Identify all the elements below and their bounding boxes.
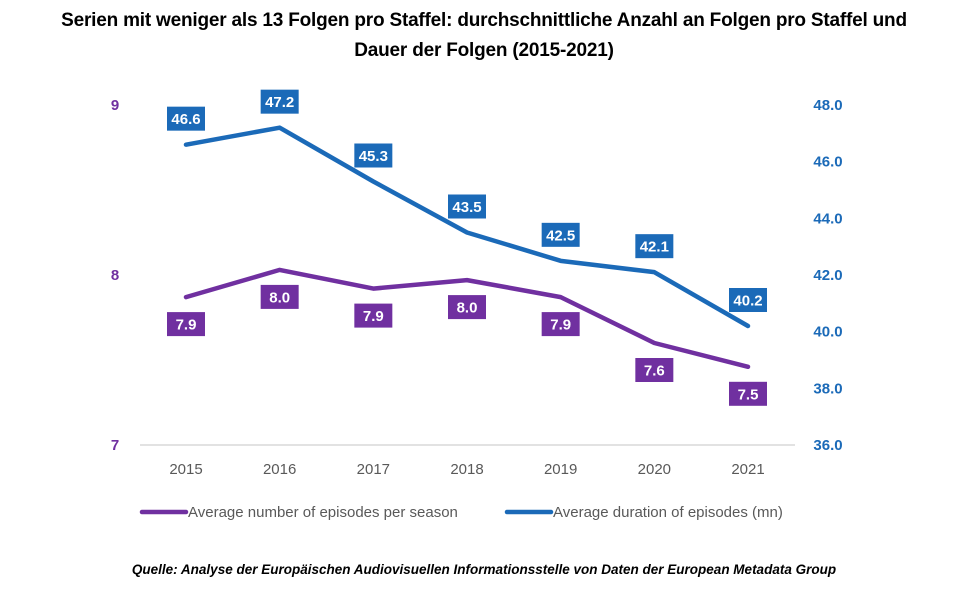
- series-line-episodes: [183, 267, 751, 370]
- data-label-box: [260, 89, 299, 114]
- data-label: 42.5: [541, 222, 580, 247]
- data-label-box: [448, 194, 486, 219]
- y-right-tick-label: 48.0: [813, 97, 842, 114]
- data-label: 7.6: [635, 358, 674, 382]
- x-tick-label: 2021: [731, 461, 764, 478]
- data-label-text: 7.6: [644, 363, 665, 380]
- chart-title-line-2: Dauer der Folgen (2015-2021): [354, 40, 614, 61]
- data-label-text: 43.5: [452, 199, 481, 216]
- y-right-tick-label: 44.0: [813, 210, 842, 227]
- data-label-text: 7.5: [738, 386, 759, 403]
- data-label: 42.1: [635, 234, 674, 259]
- y-left-tick-label: 9: [111, 97, 119, 114]
- data-label-box: [354, 143, 393, 168]
- data-label: 7.9: [354, 303, 393, 328]
- data-label: 7.9: [541, 312, 580, 337]
- data-label-box: [167, 106, 205, 131]
- data-label-box: [167, 312, 205, 337]
- data-label-text: 42.5: [546, 227, 575, 244]
- x-tick-label: 2015: [169, 461, 202, 478]
- data-label-text: 40.2: [733, 293, 762, 310]
- data-label-box: [260, 284, 299, 309]
- y-right-tick-label: 38.0: [813, 380, 842, 397]
- series-line-duration: [183, 125, 751, 329]
- x-tick-label: 2017: [357, 461, 390, 478]
- y-left-tick-label: 8: [111, 267, 119, 284]
- y-right-tick-label: 42.0: [813, 267, 842, 284]
- data-label-box: [635, 358, 674, 382]
- x-tick-label: 2018: [450, 461, 483, 478]
- data-label-text: 42.1: [640, 239, 669, 256]
- data-label: 40.2: [729, 288, 767, 312]
- x-tick-label: 2020: [638, 461, 671, 478]
- data-label: 8.0: [260, 284, 299, 309]
- data-label: 47.2: [260, 89, 299, 114]
- data-label-box: [541, 222, 580, 247]
- data-label-text: 8.0: [457, 300, 478, 317]
- data-label: 7.5: [729, 381, 767, 406]
- data-label: 7.9: [167, 312, 205, 337]
- data-label-text: 45.3: [359, 148, 388, 165]
- data-label-box: [729, 288, 767, 312]
- legend-label: Average number of episodes per season: [188, 504, 458, 521]
- y-right-tick-label: 40.0: [813, 324, 842, 341]
- legend-label: Average duration of episodes (mn): [553, 504, 783, 521]
- data-label-box: [448, 295, 486, 320]
- data-label-text: 8.0: [269, 289, 290, 306]
- data-label-box: [541, 312, 580, 337]
- y-right-tick-label: 46.0: [813, 154, 842, 171]
- data-label-box: [729, 381, 767, 406]
- x-tick-label: 2016: [263, 461, 296, 478]
- y-left-tick-label: 7: [111, 437, 119, 454]
- data-label-text: 46.6: [171, 111, 200, 128]
- data-label-text: 47.2: [265, 94, 294, 111]
- data-label-box: [635, 234, 674, 259]
- source-note: Quelle: Analyse der Europäischen Audiovi…: [131, 562, 837, 577]
- data-label: 43.5: [448, 194, 486, 219]
- x-tick-label: 2019: [544, 461, 577, 478]
- data-label-box: [354, 303, 393, 328]
- chart-title-line-1: Serien mit weniger als 13 Folgen pro Sta…: [61, 10, 907, 31]
- data-label-text: 7.9: [550, 317, 571, 334]
- data-labels: 7.9 8.0 7.9 8.0 7.9 7.6 7.5 46.6 47.2 45.3 43.5 42.…: [167, 89, 767, 406]
- chart-title: Serien mit weniger als 13 Folgen pro Sta…: [0, 6, 968, 66]
- data-label-text: 7.9: [363, 308, 384, 325]
- data-label: 8.0: [448, 295, 486, 320]
- data-label: 45.3: [354, 143, 393, 168]
- data-label: 46.6: [167, 106, 205, 131]
- legend: Average number of episodes per season Ave…: [139, 504, 783, 521]
- series-lines: [183, 125, 751, 370]
- y-right-tick-label: 36.0: [813, 437, 842, 454]
- axes: 7 8 9 36.0 38.0 40.0 42.0 44.0 46.0 48.0 2015 2016 2…: [111, 97, 843, 478]
- data-label-text: 7.9: [176, 317, 197, 334]
